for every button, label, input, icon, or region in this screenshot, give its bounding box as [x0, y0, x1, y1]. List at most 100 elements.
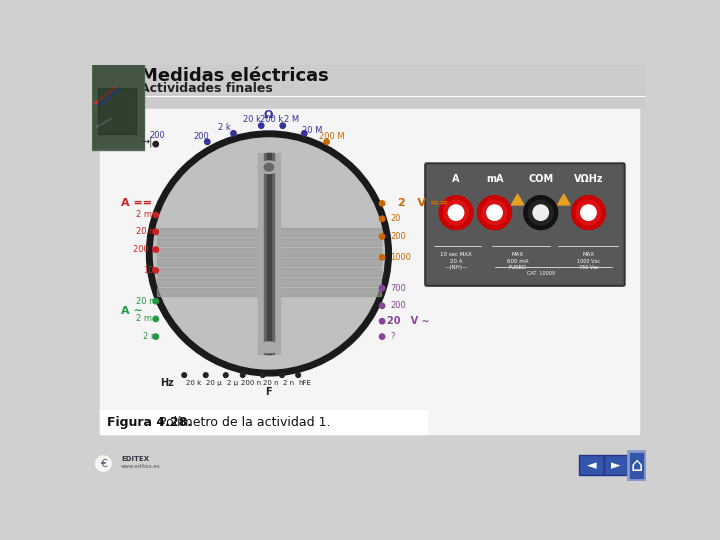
Text: mA: mA — [486, 174, 503, 184]
Text: Medidas eléctricas: Medidas eléctricas — [140, 68, 328, 85]
Text: 200: 200 — [193, 132, 209, 141]
Text: CAT  1000V: CAT 1000V — [526, 271, 555, 276]
Text: 20 m: 20 m — [137, 296, 158, 306]
Text: VΩHz: VΩHz — [574, 174, 603, 184]
Bar — [264, 153, 274, 354]
Text: ►: ► — [611, 458, 621, 472]
Text: 700: 700 — [390, 284, 406, 293]
Text: ◄: ◄ — [587, 458, 596, 472]
Circle shape — [153, 299, 158, 304]
Text: 20 μ: 20 μ — [206, 380, 221, 386]
Ellipse shape — [258, 161, 279, 173]
Text: 2   V ==: 2 V == — [398, 198, 449, 208]
Bar — [99, 110, 639, 434]
Text: 2 m: 2 m — [143, 332, 158, 341]
Circle shape — [302, 131, 307, 136]
Text: 4: 4 — [104, 66, 123, 94]
Text: →|: →| — [142, 137, 153, 147]
Circle shape — [379, 254, 384, 260]
Circle shape — [379, 303, 384, 308]
Text: 2 n: 2 n — [282, 380, 294, 386]
Polygon shape — [558, 194, 570, 205]
Circle shape — [379, 334, 384, 339]
Text: Polímetro de la actividad 1.: Polímetro de la actividad 1. — [155, 416, 330, 429]
Text: 20 k: 20 k — [186, 380, 201, 386]
Text: 20: 20 — [390, 214, 401, 224]
Circle shape — [379, 234, 384, 239]
Circle shape — [379, 319, 384, 324]
Circle shape — [153, 316, 158, 322]
FancyBboxPatch shape — [426, 164, 625, 286]
Circle shape — [153, 268, 158, 273]
Text: —(NH)—: —(NH)— — [444, 265, 468, 270]
Text: 600 mA: 600 mA — [507, 259, 528, 264]
Circle shape — [449, 205, 464, 220]
Bar — [157, 278, 381, 286]
Text: A ==: A == — [121, 198, 152, 208]
Circle shape — [204, 373, 208, 377]
Circle shape — [153, 212, 158, 218]
Circle shape — [153, 247, 158, 252]
Circle shape — [153, 141, 158, 147]
Text: ?: ? — [390, 332, 395, 341]
Text: €: € — [100, 458, 107, 469]
Bar — [98, 88, 137, 134]
Bar — [157, 238, 381, 246]
Circle shape — [379, 286, 384, 291]
Text: A: A — [452, 174, 460, 184]
Circle shape — [261, 373, 265, 377]
Circle shape — [153, 138, 384, 369]
Text: 1000: 1000 — [390, 253, 412, 262]
Text: F: F — [266, 387, 272, 397]
Circle shape — [280, 123, 285, 129]
FancyBboxPatch shape — [604, 455, 629, 475]
Text: 200 M: 200 M — [319, 132, 345, 141]
FancyBboxPatch shape — [579, 455, 604, 475]
Text: 1000 Vᴅᴄ: 1000 Vᴅᴄ — [577, 259, 600, 264]
Circle shape — [482, 200, 507, 225]
Text: 200: 200 — [390, 301, 406, 310]
Circle shape — [279, 373, 284, 377]
Bar — [157, 258, 381, 266]
Circle shape — [240, 373, 245, 377]
Bar — [92, 436, 647, 481]
Bar — [157, 268, 381, 276]
Text: www.editex.es: www.editex.es — [121, 464, 161, 469]
Text: Figura 4.28.: Figura 4.28. — [107, 416, 192, 429]
Circle shape — [487, 205, 503, 220]
Circle shape — [439, 195, 473, 230]
Bar — [92, 63, 144, 150]
Polygon shape — [511, 194, 523, 205]
Text: Actividades finales: Actividades finales — [140, 82, 272, 95]
Circle shape — [581, 205, 596, 220]
Text: A ∼: A ∼ — [121, 306, 143, 316]
Text: 2 k: 2 k — [218, 123, 230, 132]
Bar — [157, 228, 381, 236]
Text: 2 μ: 2 μ — [227, 380, 238, 386]
Circle shape — [153, 229, 158, 234]
Bar — [266, 153, 271, 354]
Text: 200: 200 — [390, 232, 406, 241]
Text: 20 M: 20 M — [302, 126, 323, 135]
Text: 2 m: 2 m — [137, 211, 153, 219]
Text: 10 sec MAX: 10 sec MAX — [440, 253, 472, 258]
Circle shape — [223, 373, 228, 377]
Bar — [258, 153, 279, 354]
Text: COM: COM — [528, 174, 553, 184]
Circle shape — [231, 131, 236, 136]
Bar — [94, 65, 143, 148]
Circle shape — [96, 456, 111, 471]
Circle shape — [153, 334, 158, 339]
Text: EDITEX: EDITEX — [121, 456, 149, 462]
Text: 10: 10 — [143, 266, 153, 275]
Circle shape — [204, 139, 210, 145]
Text: MAX: MAX — [511, 253, 523, 258]
Text: Ω: Ω — [264, 110, 274, 120]
Text: 20   V ∼: 20 V ∼ — [387, 316, 430, 326]
Circle shape — [528, 200, 553, 225]
Text: 200: 200 — [149, 131, 165, 140]
Circle shape — [444, 200, 468, 225]
Text: 2 m: 2 m — [137, 314, 153, 323]
Text: 200 n: 200 n — [241, 380, 261, 386]
Bar — [157, 248, 381, 256]
